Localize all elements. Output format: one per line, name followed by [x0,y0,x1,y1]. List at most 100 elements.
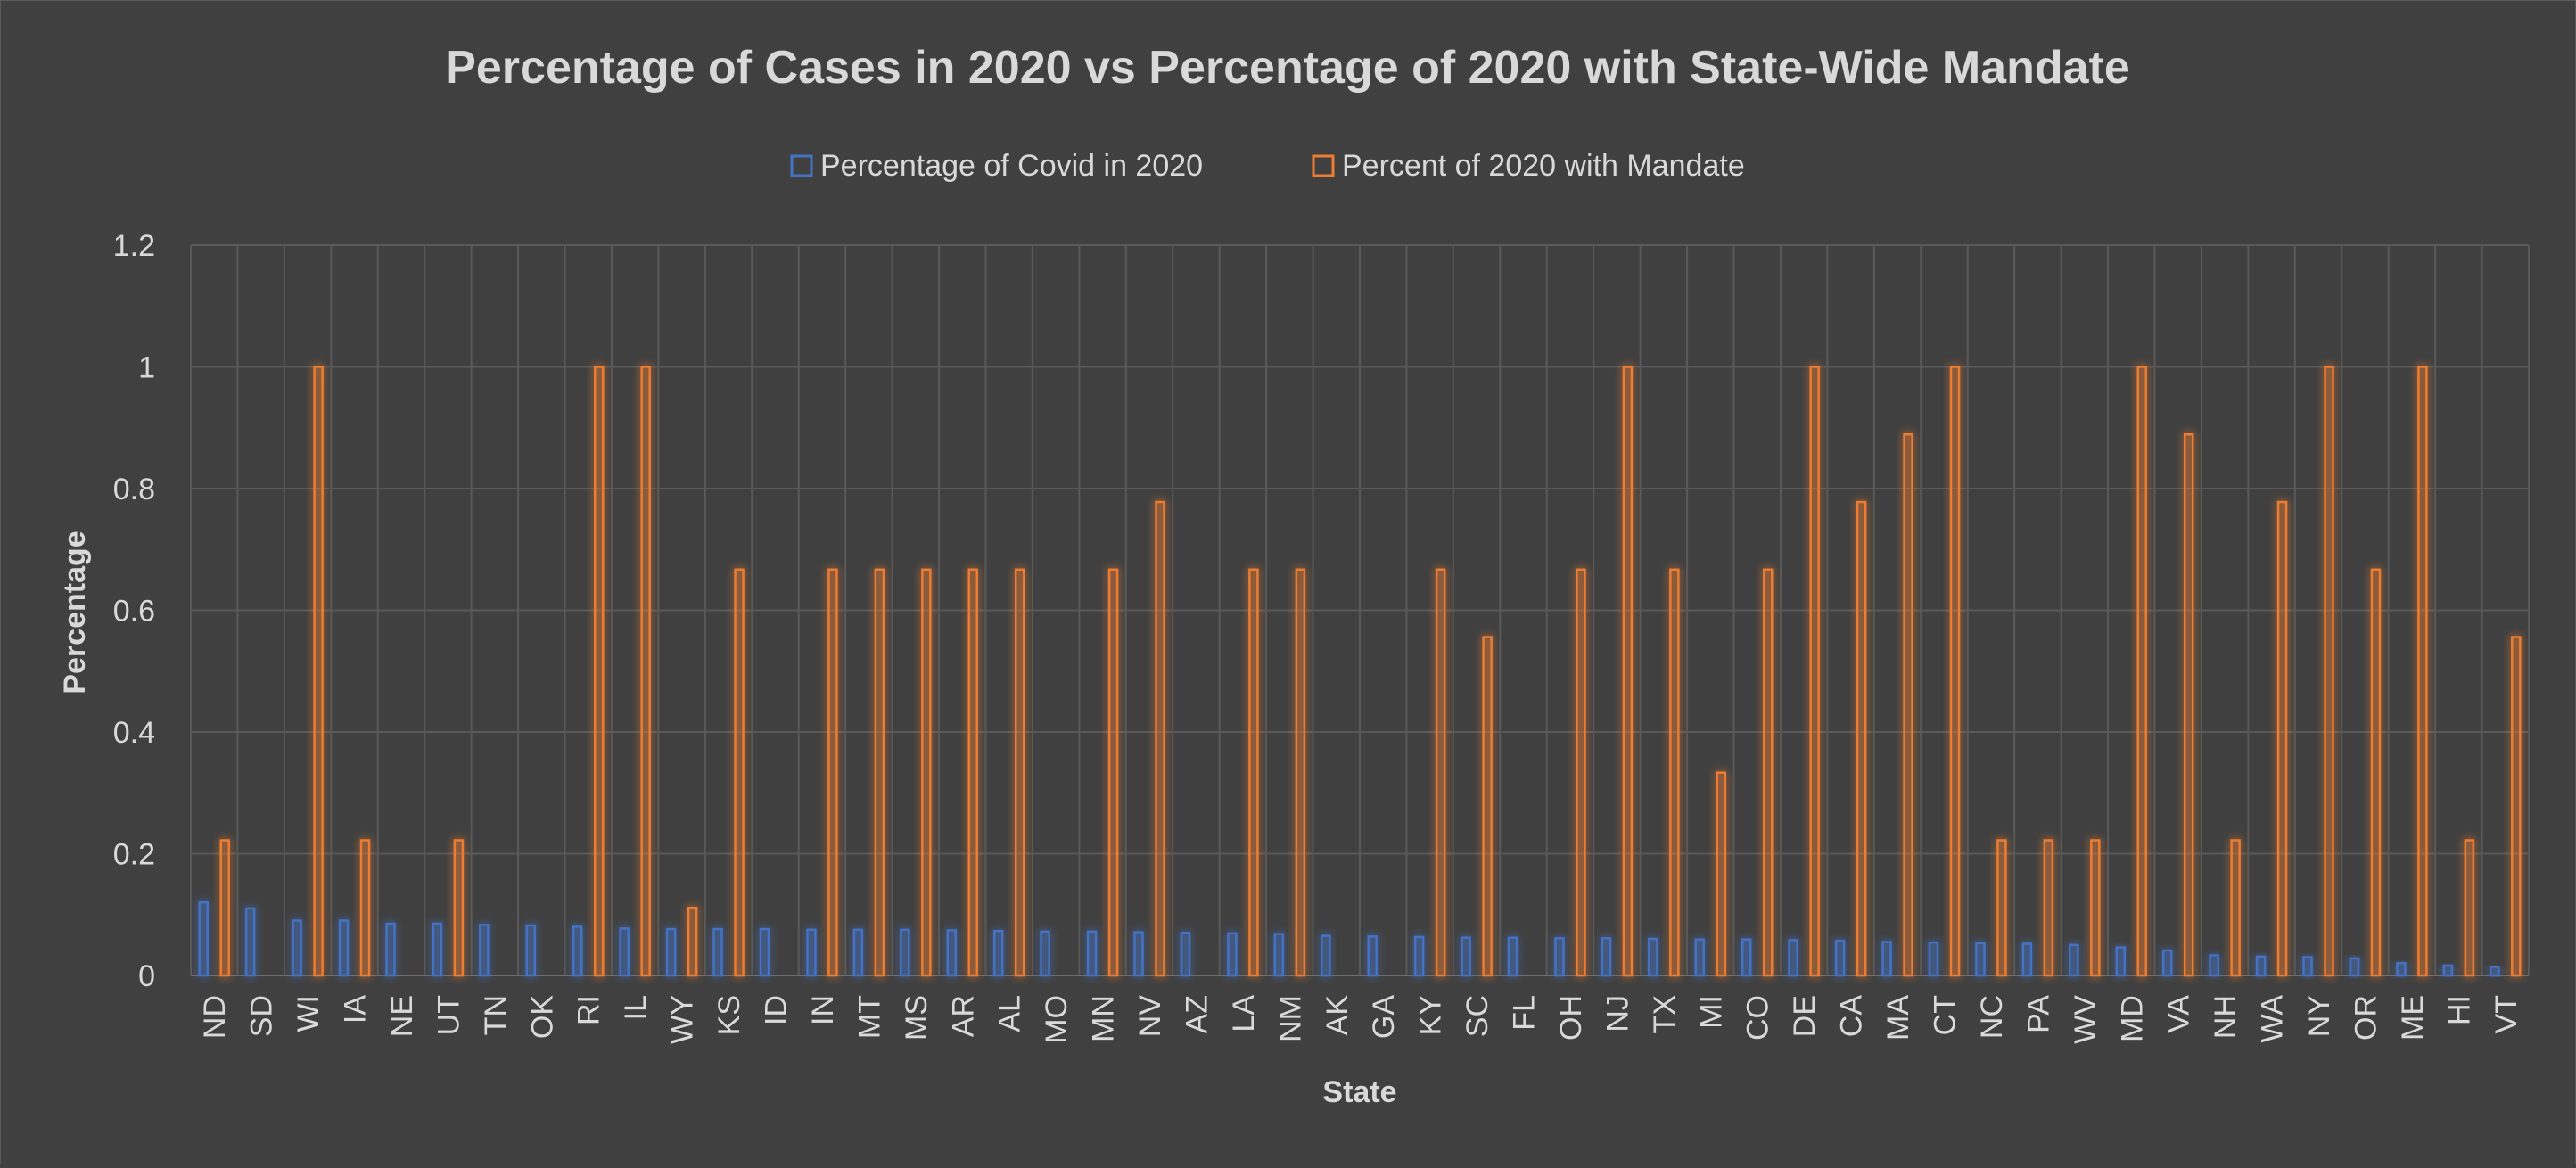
x-tick-label-mi: MI [1694,995,1728,1029]
bar-mandate-ri [593,366,605,977]
bar-mandate-nj [1622,366,1634,977]
bar-covid-il [619,927,630,977]
bar-mandate-la [1248,568,1259,977]
gridlines [190,244,2530,976]
bar-mandate-co [1762,568,1774,977]
bar-mandate-il [640,366,651,977]
x-axis-title: State [1322,1075,1396,1109]
bar-mandate-ms [921,568,932,977]
legend-item-mandate: Percent of 2020 with Mandate [1312,149,1745,183]
bar-mandate-pa [2043,839,2054,977]
bar-covid-nc [1975,942,1986,977]
legend: Percentage of Covid in 2020 Percent of 2… [790,149,1745,183]
bar-mandate-ct [1949,366,1961,977]
y-tick-label: 0 [138,959,155,993]
bar-covid-id [759,927,770,977]
bar-mandate-ca [1856,500,1867,977]
bar-covid-mi [1694,938,1706,977]
y-tick-label: 0.2 [113,838,155,872]
x-tick-label-mt: MT [852,995,886,1039]
x-tick-label-tx: TX [1648,995,1682,1033]
chart-title: Percentage of Cases in 2020 vs Percentag… [445,42,2130,94]
bar-covid-oh [1554,937,1565,977]
bar-covid-va [2161,949,2173,977]
bar-covid-tx [1648,937,1658,977]
bar-covid-ma [1881,941,1892,977]
bar-mandate-nc [1996,839,2007,977]
bar-mandate-or [2370,568,2382,977]
bar-mandate-me [2417,366,2428,977]
bar-covid-hi [2442,964,2454,977]
bar-covid-ne [385,922,396,977]
bar-covid-ri [572,925,583,977]
bar-mandate-de [1809,366,1820,977]
bar-mandate-vt [2511,636,2522,977]
bar-covid-nv [1133,931,1144,977]
bar-mandate-in [827,568,838,977]
bars [198,366,2522,977]
bar-covid-vt [2490,966,2500,977]
x-tick-label-md: MD [2115,995,2149,1042]
bar-covid-ky [1413,935,1425,977]
bar-covid-mn [1086,930,1098,977]
x-tick-label-ma: MA [1881,995,1915,1041]
y-tick-label: 1.2 [113,229,155,263]
bar-covid-in [806,928,817,977]
legend-label-covid: Percentage of Covid in 2020 [820,149,1203,183]
x-tick-label-ri: RI [572,995,606,1025]
bar-covid-nm [1273,933,1285,977]
bar-mandate-wv [2090,839,2101,977]
x-tick-label-sc: SC [1461,995,1494,1037]
x-tick-label-tn: TN [479,995,513,1035]
bar-covid-ar [946,929,958,977]
bar-mandate-ar [967,568,979,977]
bar-mandate-ny [2324,366,2334,977]
x-tick-label-de: DE [1788,995,1822,1037]
bar-mandate-nh [2230,839,2241,977]
y-tick-label: 0.4 [113,716,155,750]
x-tick-label-az: AZ [1180,995,1214,1033]
bar-mandate-mt [874,568,885,977]
bar-covid-md [2115,946,2127,977]
bar-mandate-va [2183,433,2194,977]
x-tick-label-ia: IA [339,995,373,1024]
bar-covid-ca [1834,939,1846,977]
bar-covid-de [1788,939,1798,977]
x-tick-label-co: CO [1741,995,1775,1041]
bar-mandate-md [2136,366,2148,977]
x-tick-label-mn: MN [1087,995,1121,1042]
x-tick-label-al: AL [993,995,1027,1032]
bar-covid-nh [2209,954,2219,977]
bar-covid-ut [432,922,443,977]
bar-mandate-ut [453,839,465,977]
x-tick-label-ut: UT [432,995,465,1035]
x-tick-label-ms: MS [900,995,934,1041]
x-axis-ticks: ND SD WI IA NE UT TN OK RI IL WY KS ID IN MT MS AR AL MO MN… [198,995,2523,1044]
x-tick-label-id: ID [760,995,794,1025]
x-tick-label-mo: MO [1040,995,1074,1044]
y-tick-label: 1 [138,351,155,385]
x-tick-label-sd: SD [245,995,279,1037]
bar-mandate-sc [1482,636,1493,977]
y-tick-label: 0.6 [113,595,155,629]
bar-covid-az [1180,931,1191,977]
x-tick-label-nc: NC [1975,995,2009,1039]
x-tick-label-ak: AK [1321,995,1354,1036]
bar-mandate-tx [1669,568,1680,977]
legend-swatch-covid [790,154,813,177]
bar-covid-ia [338,919,350,977]
x-tick-label-ne: NE [385,995,419,1037]
bar-mandate-nv [1155,500,1165,977]
bar-covid-mo [1040,930,1050,977]
x-tick-label-ks: KS [712,995,746,1035]
bar-covid-tn [479,924,490,977]
bar-mandate-wi [313,366,324,977]
x-tick-label-me: ME [2396,995,2430,1041]
x-tick-label-va: VA [2162,995,2196,1033]
bar-covid-ct [1928,941,1939,977]
x-tick-label-wv: WV [2069,995,2103,1044]
x-tick-label-wi: WI [292,995,325,1032]
bar-mandate-ky [1435,568,1446,977]
bar-covid-ga [1367,935,1378,977]
